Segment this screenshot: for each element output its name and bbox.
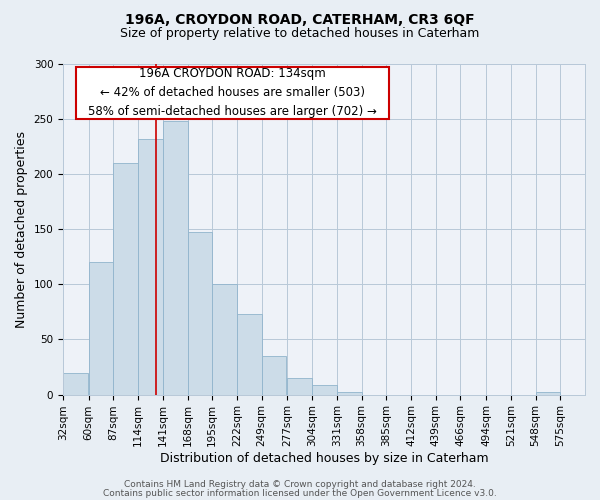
Bar [113,163,138,394]
Bar [337,392,362,394]
Text: Contains public sector information licensed under the Open Government Licence v3: Contains public sector information licen… [103,488,497,498]
X-axis label: Distribution of detached houses by size in Caterham: Distribution of detached houses by size … [160,452,488,465]
Text: 196A CROYDON ROAD: 134sqm
← 42% of detached houses are smaller (503)
58% of semi: 196A CROYDON ROAD: 134sqm ← 42% of detac… [88,68,377,118]
Bar [89,262,113,394]
Bar [63,372,88,394]
Bar [536,392,560,394]
Bar [312,384,337,394]
Bar [163,122,188,394]
FancyBboxPatch shape [76,68,389,118]
Text: 196A, CROYDON ROAD, CATERHAM, CR3 6QF: 196A, CROYDON ROAD, CATERHAM, CR3 6QF [125,12,475,26]
Bar [188,232,212,394]
Bar [262,356,286,395]
Text: Contains HM Land Registry data © Crown copyright and database right 2024.: Contains HM Land Registry data © Crown c… [124,480,476,489]
Bar [287,378,312,394]
Bar [138,139,163,394]
Bar [237,314,262,394]
Text: Size of property relative to detached houses in Caterham: Size of property relative to detached ho… [121,28,479,40]
Bar [212,284,237,395]
Y-axis label: Number of detached properties: Number of detached properties [15,131,28,328]
